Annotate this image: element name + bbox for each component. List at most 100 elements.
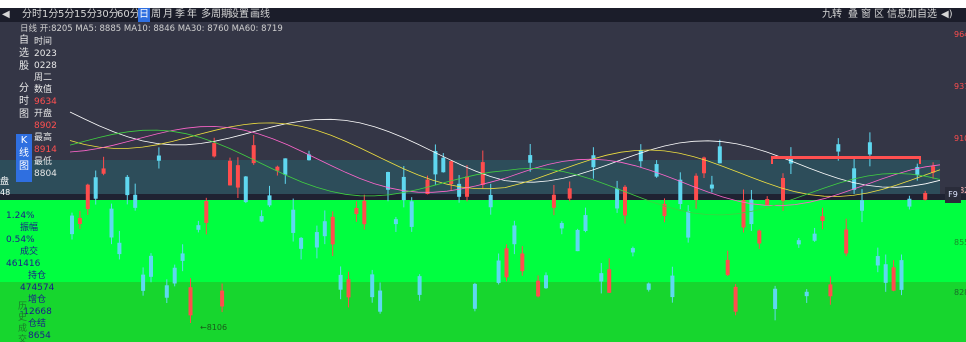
price-label-6: 828 bbox=[954, 288, 966, 297]
candle-body bbox=[773, 288, 778, 309]
candle-body bbox=[101, 168, 106, 174]
candle-body bbox=[615, 188, 620, 209]
window-button[interactable]: 窗 bbox=[861, 9, 871, 20]
candle-body bbox=[741, 199, 746, 228]
ma-legend: 日线 开:8205 MA5: 8885 MA10: 8846 MA30: 876… bbox=[20, 24, 283, 34]
candle-body bbox=[670, 275, 675, 298]
back-to-first-icon[interactable]: ◀ bbox=[2, 9, 10, 20]
candle-body bbox=[283, 158, 288, 175]
green-band-3 bbox=[0, 282, 966, 342]
candle-body bbox=[417, 276, 422, 295]
candle-body bbox=[638, 150, 643, 162]
overlay-button[interactable]: 叠 bbox=[848, 9, 858, 20]
candle-body bbox=[820, 216, 825, 221]
price-label-5: 855 bbox=[954, 238, 966, 247]
candle-body bbox=[125, 176, 130, 196]
f9-button[interactable]: F9 bbox=[945, 187, 961, 203]
candle-body bbox=[781, 178, 785, 201]
candle-body bbox=[243, 176, 248, 203]
stat-volume: 461416 bbox=[6, 259, 41, 269]
candle-body bbox=[725, 259, 730, 276]
candle-body bbox=[883, 264, 888, 283]
candle-body bbox=[267, 195, 272, 206]
info-button[interactable]: 信息 bbox=[887, 9, 907, 20]
settings-button[interactable]: 设置 bbox=[229, 9, 249, 20]
tf-multi-period[interactable]: 多周期 bbox=[201, 9, 231, 20]
candle-body bbox=[575, 229, 580, 252]
candle-body bbox=[362, 200, 367, 225]
bar-info-panel: 时间 2023 0228 周二 数值 9634 开盘 8902 最高 8914 … bbox=[34, 36, 64, 180]
nine-turn-button[interactable]: 九转 bbox=[822, 9, 842, 20]
draw-line-button[interactable]: 画线 bbox=[250, 9, 270, 20]
tf-minute[interactable]: 分时 bbox=[22, 9, 42, 20]
candle-body bbox=[796, 240, 801, 245]
candle-body bbox=[662, 203, 667, 217]
tab-intraday[interactable]: 分时图 bbox=[19, 83, 29, 120]
candle-body bbox=[401, 176, 406, 201]
tf-60min[interactable]: 60分 bbox=[117, 9, 140, 20]
candle-body bbox=[528, 155, 533, 163]
tab-kline[interactable]: K线图 bbox=[16, 134, 32, 182]
candle-body bbox=[899, 260, 904, 290]
left-label-2: 48 bbox=[0, 188, 11, 197]
tf-month[interactable]: 月 bbox=[163, 9, 173, 20]
candle-body bbox=[307, 154, 311, 161]
candle-body bbox=[733, 286, 738, 312]
tf-30min[interactable]: 30分 bbox=[96, 9, 119, 20]
tf-week[interactable]: 周 bbox=[151, 9, 161, 20]
tf-15min[interactable]: 15分 bbox=[74, 9, 97, 20]
ma-line-0 bbox=[69, 111, 941, 188]
stat-settle: 8654 bbox=[28, 331, 51, 341]
timeframe-toolbar: ◀ 分时 1分 5分 15分 30分 60分 日 周 月 季 年 多周期 设置 … bbox=[0, 8, 966, 22]
tf-5min[interactable]: 5分 bbox=[58, 9, 75, 20]
stat-oi-label: 持仓 bbox=[28, 271, 47, 281]
candle-body bbox=[370, 274, 375, 298]
candle-body bbox=[441, 157, 446, 173]
info-value: 9634 bbox=[34, 97, 57, 107]
range-marker bbox=[771, 156, 921, 159]
candle-body bbox=[765, 199, 770, 206]
low-price-mark: ←8106 bbox=[200, 323, 228, 332]
candle-body bbox=[812, 233, 817, 241]
kline-chart-area[interactable]: 日线 开:8205 MA5: 8885 MA10: 8846 MA30: 876… bbox=[0, 22, 966, 342]
candle-body bbox=[275, 166, 280, 171]
candle-body bbox=[386, 172, 390, 190]
stat-oi: 474574 bbox=[20, 283, 55, 293]
candle-body bbox=[251, 145, 256, 164]
candle-body bbox=[85, 184, 90, 209]
add-watchlist-button[interactable]: 加自选 bbox=[907, 9, 937, 20]
speaker-icon[interactable]: ◀) bbox=[941, 9, 953, 20]
history-tab[interactable]: 历史成交 bbox=[18, 302, 28, 342]
ma-line-2 bbox=[69, 126, 941, 207]
stat-oi-change-label: 增仓 bbox=[28, 295, 47, 305]
candle-body bbox=[599, 273, 604, 282]
range-button[interactable]: 区 bbox=[874, 9, 884, 20]
tab-watchlist[interactable]: 自选股 bbox=[19, 35, 29, 72]
tf-year[interactable]: 年 bbox=[187, 9, 197, 20]
candle-body bbox=[836, 144, 841, 152]
tf-day[interactable]: 日 bbox=[138, 8, 150, 22]
candle-body bbox=[204, 201, 209, 223]
candle-body bbox=[496, 260, 501, 283]
candle-body bbox=[607, 269, 612, 293]
candle-body bbox=[70, 215, 74, 235]
candle-body bbox=[156, 155, 161, 161]
candle-body bbox=[378, 290, 383, 312]
teal-band bbox=[0, 160, 940, 194]
candle-body bbox=[551, 194, 556, 208]
candle-body bbox=[393, 219, 398, 225]
info-open: 8902 bbox=[34, 121, 57, 131]
candle-body bbox=[923, 192, 928, 200]
candle-body bbox=[409, 201, 414, 227]
candle-body bbox=[536, 280, 541, 297]
stat-oi-change: -12668 bbox=[20, 307, 52, 317]
tf-quarter[interactable]: 季 bbox=[175, 9, 185, 20]
candle-body bbox=[109, 208, 114, 238]
info-time-date: 0228 bbox=[34, 61, 57, 71]
dark-band bbox=[0, 194, 966, 202]
candle-body bbox=[488, 194, 493, 208]
green-band-2 bbox=[0, 258, 966, 282]
candle-body bbox=[567, 188, 572, 199]
tf-1min[interactable]: 1分 bbox=[42, 9, 59, 20]
